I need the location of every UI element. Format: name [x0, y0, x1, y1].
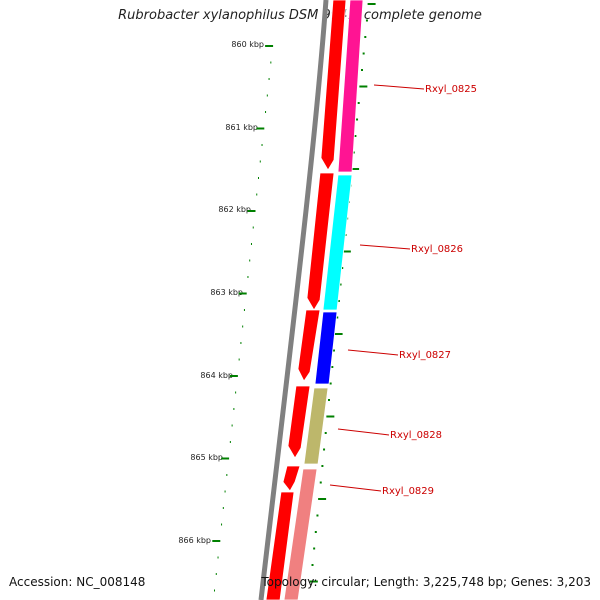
kbp-label: 863 kbp — [210, 288, 243, 297]
gene-segment-rxyl-0829 — [283, 468, 318, 600]
gene-label[interactable]: Rxyl_0826 — [411, 244, 463, 255]
cds-arrow — [265, 491, 295, 600]
topology-text: Topology: circular; Length: 3,225,748 bp… — [261, 575, 591, 589]
gene-track — [283, 0, 364, 600]
gene-leader-line — [329, 484, 382, 492]
gene-segment-rxyl-0828 — [303, 387, 329, 465]
cds-track — [265, 0, 347, 600]
kbp-label: 862 kbp — [218, 205, 251, 214]
genome-backbone — [258, 0, 329, 600]
kbp-label: 864 kbp — [200, 371, 233, 380]
cds-arrow — [297, 309, 321, 382]
cds-arrow — [287, 385, 311, 459]
cds-arrow — [306, 172, 335, 311]
gene-label[interactable]: Rxyl_0825 — [425, 84, 477, 95]
gene-label[interactable]: Rxyl_0829 — [382, 486, 434, 497]
accession-text: Accession: NC_008148 — [9, 575, 146, 589]
gene-label[interactable]: Rxyl_0827 — [399, 350, 451, 361]
gene-segment-rxyl-0825 — [337, 0, 364, 173]
kbp-ruler — [212, 45, 274, 592]
cds-arrow — [282, 465, 301, 492]
gene-label[interactable]: Rxyl_0828 — [390, 430, 442, 441]
gene-leader-line — [359, 244, 411, 250]
gene-leader-line — [347, 349, 399, 356]
gene-segment-rxyl-0826 — [322, 174, 353, 311]
gene-segment-rxyl-0827 — [314, 311, 338, 385]
gene-leader-line — [337, 428, 390, 436]
cds-arrow — [320, 0, 347, 171]
kbp-label: 866 kbp — [178, 536, 211, 545]
kbp-label: 865 kbp — [190, 453, 223, 462]
genome-title: Rubrobacter xylanophilus DSM 9941, compl… — [118, 8, 482, 23]
gene-leader-line — [373, 84, 425, 90]
kbp-label: 860 kbp — [231, 40, 264, 49]
kbp-label: 861 kbp — [225, 123, 258, 132]
